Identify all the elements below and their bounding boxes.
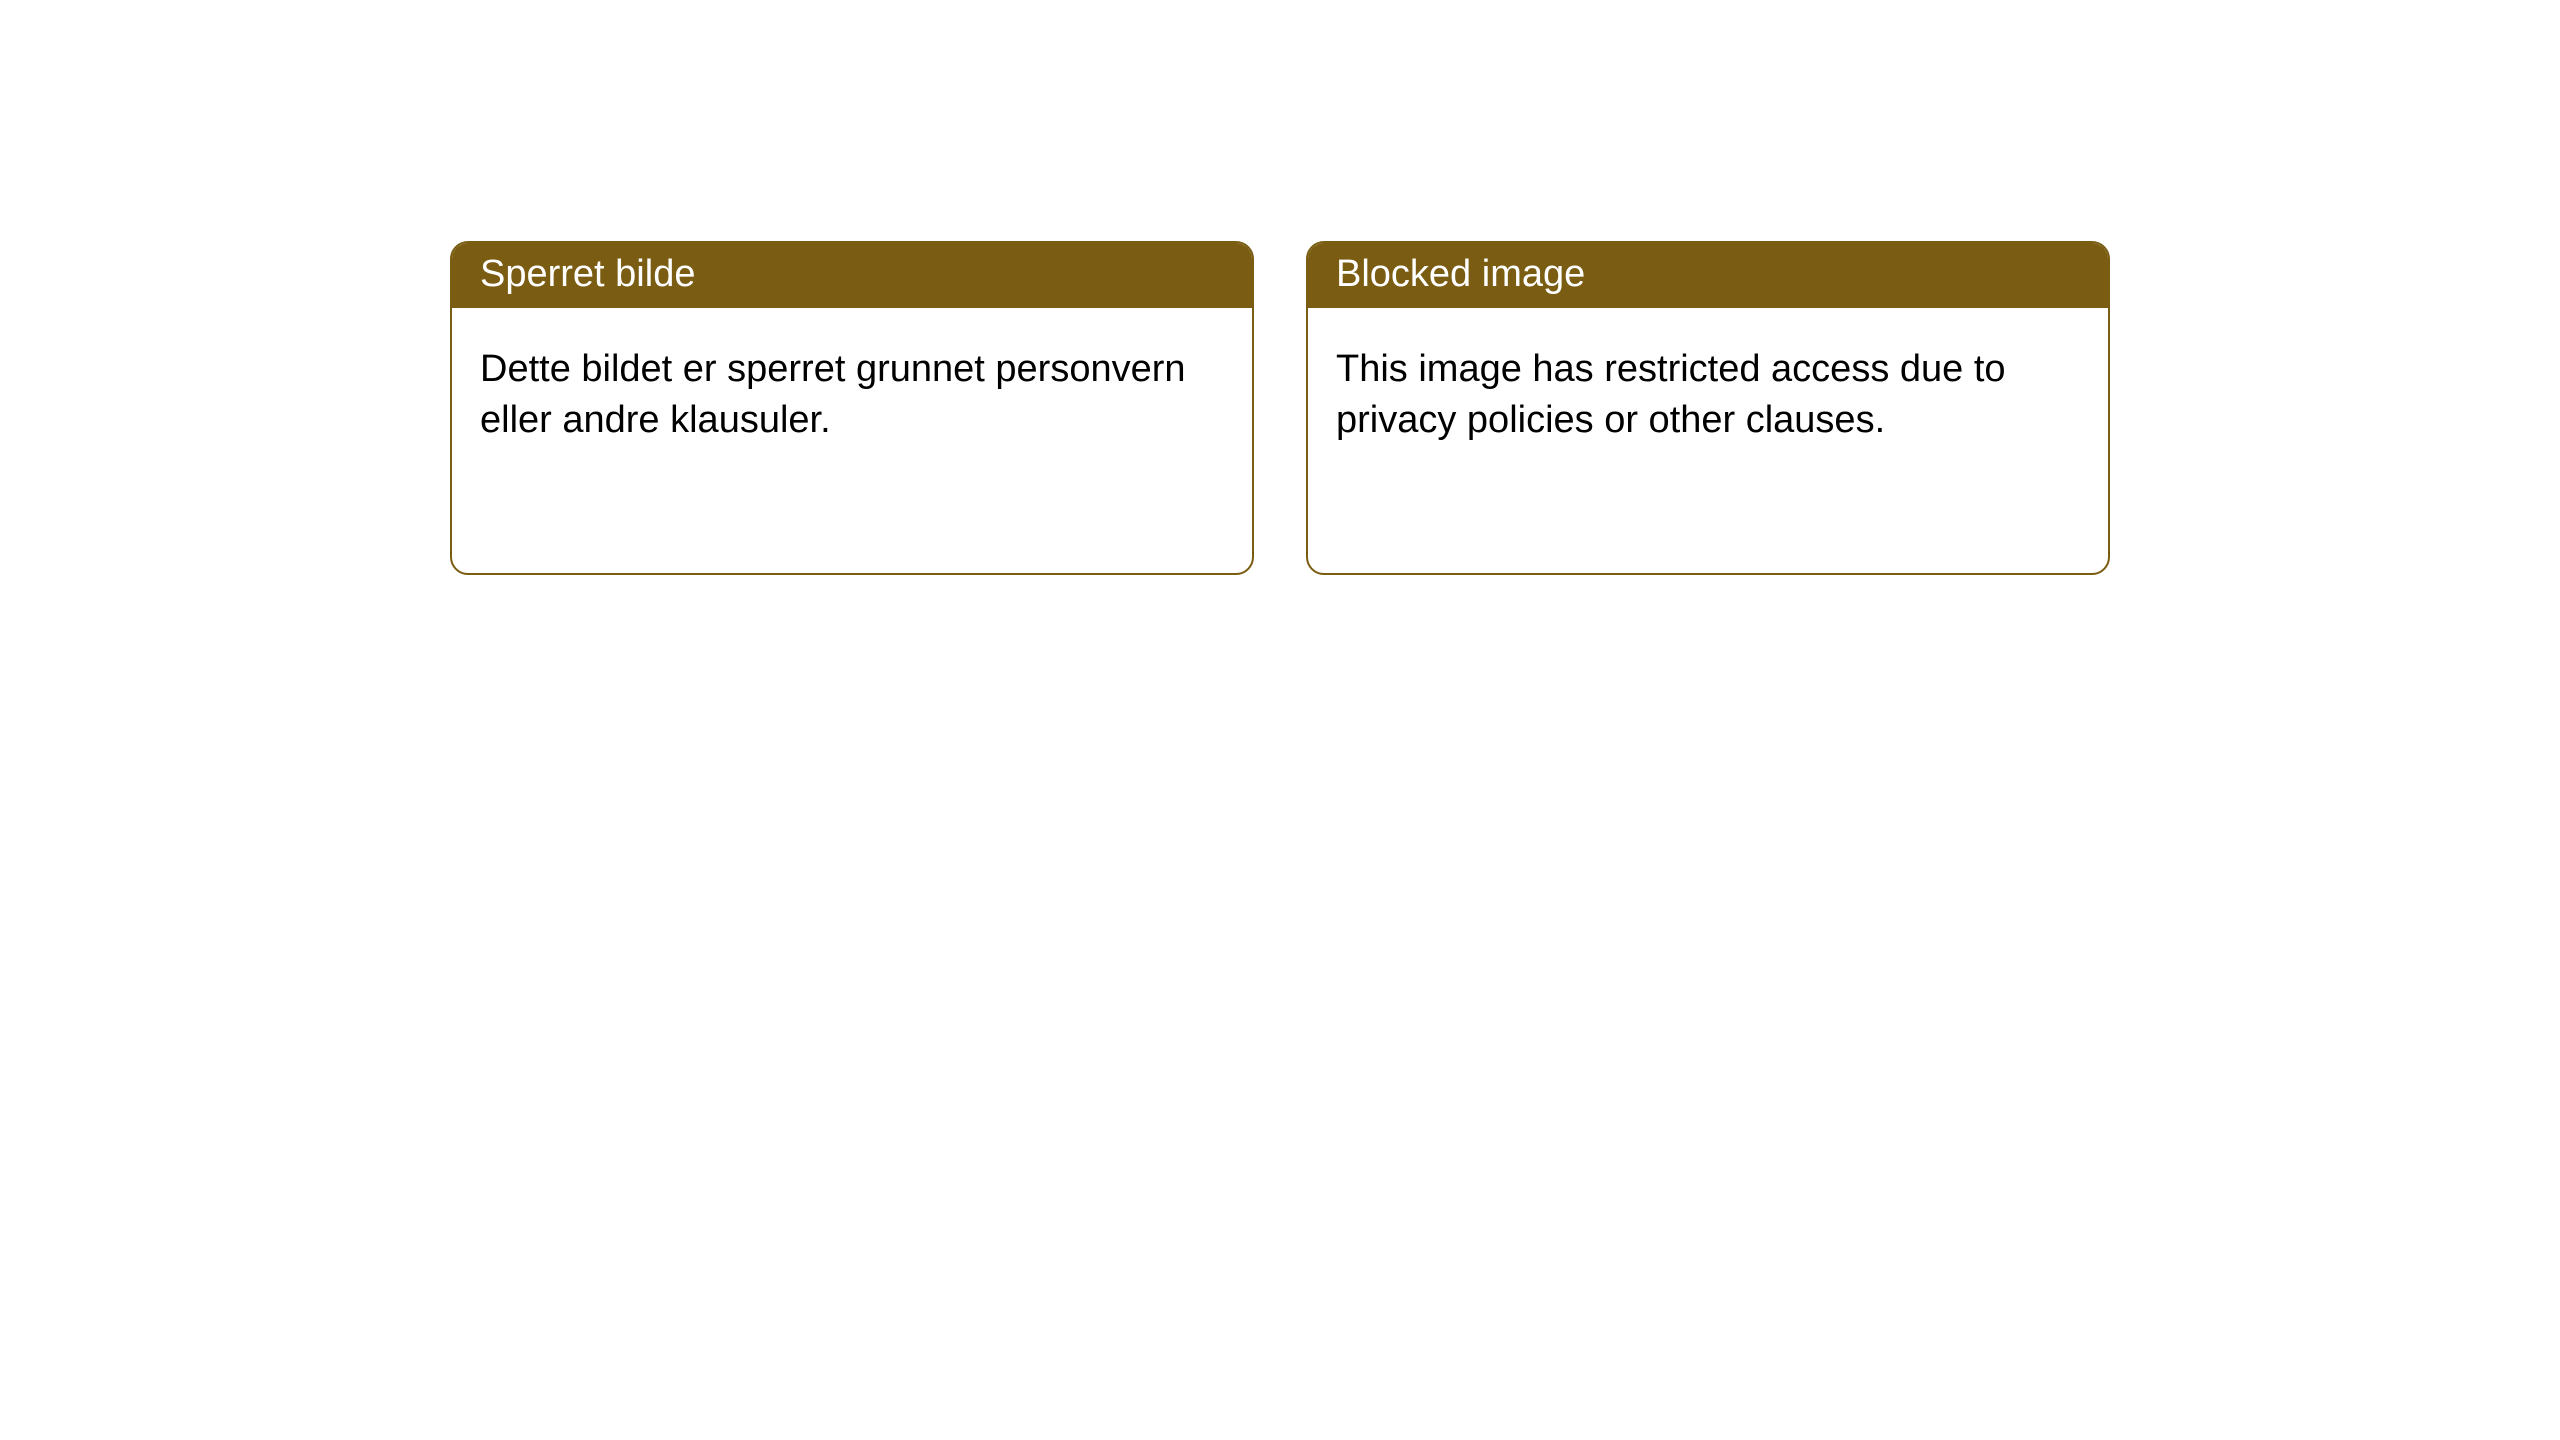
notice-container: Sperret bilde Dette bildet er sperret gr…: [0, 0, 2560, 575]
notice-title-en: Blocked image: [1308, 243, 2108, 308]
notice-title-no: Sperret bilde: [452, 243, 1252, 308]
notice-body-no: Dette bildet er sperret grunnet personve…: [452, 308, 1252, 475]
notice-card-en: Blocked image This image has restricted …: [1306, 241, 2110, 575]
notice-body-en: This image has restricted access due to …: [1308, 308, 2108, 475]
notice-card-no: Sperret bilde Dette bildet er sperret gr…: [450, 241, 1254, 575]
